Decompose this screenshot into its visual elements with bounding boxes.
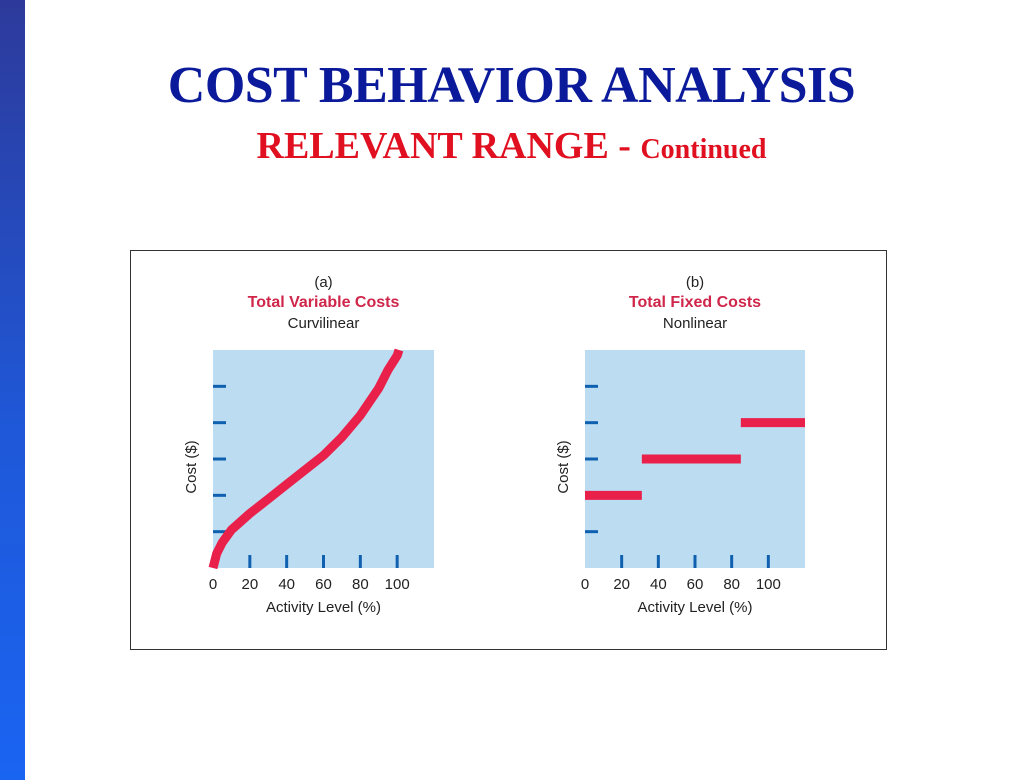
chart-title: Total Fixed Costs bbox=[629, 294, 761, 311]
chart-subtitle: Nonlinear bbox=[663, 315, 727, 332]
y-axis-label: Cost ($) bbox=[555, 440, 572, 493]
y-axis-label: Cost ($) bbox=[183, 440, 200, 493]
x-tick-label: 20 bbox=[241, 576, 258, 593]
subtitle-main: RELEVANT RANGE - bbox=[256, 125, 641, 167]
panel-label: (a) bbox=[314, 274, 332, 291]
x-tick-label: 100 bbox=[756, 576, 781, 593]
panel-label: (b) bbox=[686, 274, 704, 291]
x-tick-label: 80 bbox=[723, 576, 740, 593]
slide-title: COST BEHAVIOR ANALYSIS bbox=[167, 57, 856, 114]
slide-subtitle: RELEVANT RANGE - Continued bbox=[0, 122, 1023, 178]
x-tick-label: 60 bbox=[687, 576, 704, 593]
subtitle-continued: Continued bbox=[640, 134, 767, 165]
x-tick-label: 40 bbox=[278, 576, 295, 593]
cost-curve bbox=[208, 348, 404, 570]
left-accent-bar bbox=[0, 0, 25, 780]
figure-frame: (a) Total Variable Costs Curvilinear 0 20 40 6… bbox=[130, 250, 887, 650]
x-tick-label: 0 bbox=[209, 576, 217, 593]
x-tick-label: 60 bbox=[315, 576, 332, 593]
chart-subtitle: Curvilinear bbox=[288, 315, 360, 332]
x-axis-label: Activity Level (%) bbox=[266, 599, 381, 616]
x-tick-label: 0 bbox=[581, 576, 589, 593]
x-axis-label: Activity Level (%) bbox=[637, 599, 752, 616]
x-tick-label: 40 bbox=[650, 576, 667, 593]
x-tick-label: 20 bbox=[613, 576, 630, 593]
x-tick-label: 80 bbox=[352, 576, 369, 593]
charts-svg: (a) Total Variable Costs Curvilinear 0 20 40 6… bbox=[183, 274, 805, 616]
chart-title: Total Variable Costs bbox=[248, 294, 400, 311]
x-tick-label: 100 bbox=[385, 576, 410, 593]
